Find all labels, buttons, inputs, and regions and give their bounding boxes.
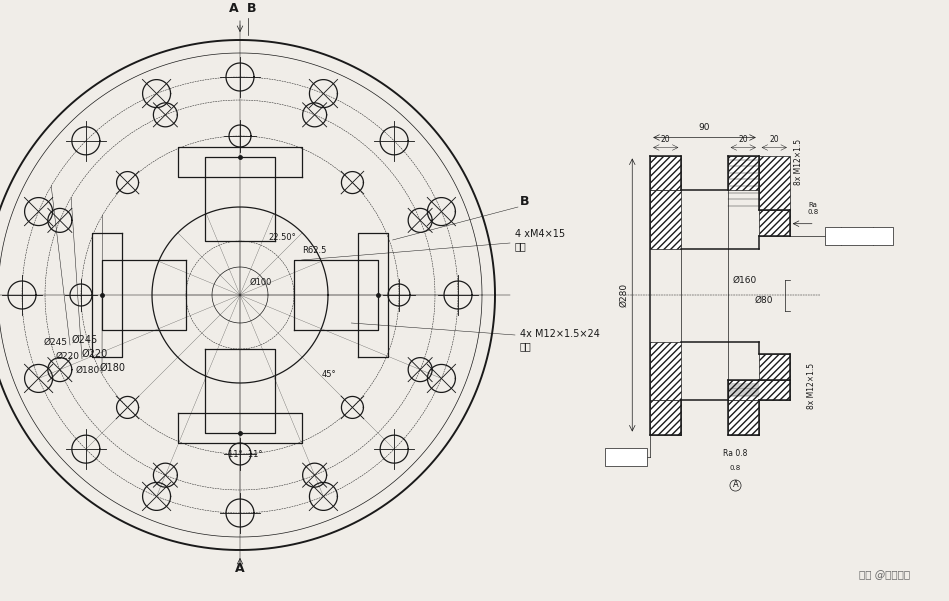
Text: B: B	[520, 195, 530, 208]
Polygon shape	[728, 380, 790, 400]
Text: 20: 20	[738, 135, 748, 144]
Text: 0.8: 0.8	[730, 465, 741, 471]
Text: A: A	[880, 231, 885, 240]
Text: 45°: 45°	[322, 370, 337, 379]
FancyBboxPatch shape	[825, 227, 893, 245]
Polygon shape	[650, 341, 681, 400]
Text: 8x M12×1.5: 8x M12×1.5	[807, 362, 816, 409]
Text: Ø220: Ø220	[82, 349, 108, 359]
Text: Ø245: Ø245	[72, 335, 99, 345]
Text: Ø80: Ø80	[754, 296, 772, 305]
Text: Ø160: Ø160	[733, 276, 756, 285]
Text: ▱ 0.02: ▱ 0.02	[614, 452, 639, 461]
Text: 4 xM4×15: 4 xM4×15	[515, 229, 565, 239]
Text: Ø180: Ø180	[100, 363, 126, 373]
FancyBboxPatch shape	[605, 448, 647, 466]
Text: 20: 20	[770, 135, 779, 144]
Text: 均布: 均布	[515, 241, 527, 251]
Text: Ø180: Ø180	[76, 366, 100, 375]
Text: 8x M12×1.5: 8x M12×1.5	[794, 139, 804, 185]
Polygon shape	[728, 156, 759, 189]
Text: R62.5: R62.5	[302, 246, 326, 255]
Text: Ø245: Ø245	[44, 338, 68, 347]
Text: Ra
0.8: Ra 0.8	[808, 202, 818, 215]
Polygon shape	[650, 189, 681, 248]
Polygon shape	[759, 156, 790, 210]
Polygon shape	[650, 400, 681, 435]
Text: Ra 0.8: Ra 0.8	[723, 450, 748, 459]
Text: A: A	[733, 480, 738, 489]
Text: 90: 90	[698, 123, 710, 132]
Polygon shape	[759, 210, 790, 236]
Text: 11°  11°: 11° 11°	[228, 450, 262, 459]
Text: 均布: 均布	[520, 341, 531, 351]
Polygon shape	[728, 400, 759, 435]
Text: A: A	[230, 2, 239, 15]
Text: Ø100: Ø100	[250, 278, 272, 287]
Text: 0.02: 0.02	[848, 231, 865, 240]
Text: B: B	[248, 2, 257, 15]
Text: Ø280: Ø280	[620, 283, 628, 307]
Text: //: //	[829, 231, 836, 240]
Text: 22.50°: 22.50°	[268, 233, 296, 242]
Text: 4x M12×1.5×24: 4x M12×1.5×24	[520, 329, 600, 339]
Text: 20: 20	[661, 135, 671, 144]
Text: Ø220: Ø220	[56, 352, 80, 361]
Text: 头条 @机械知网: 头条 @机械知网	[859, 570, 910, 580]
Text: A: A	[235, 562, 245, 575]
Polygon shape	[650, 156, 681, 189]
Polygon shape	[759, 354, 790, 380]
